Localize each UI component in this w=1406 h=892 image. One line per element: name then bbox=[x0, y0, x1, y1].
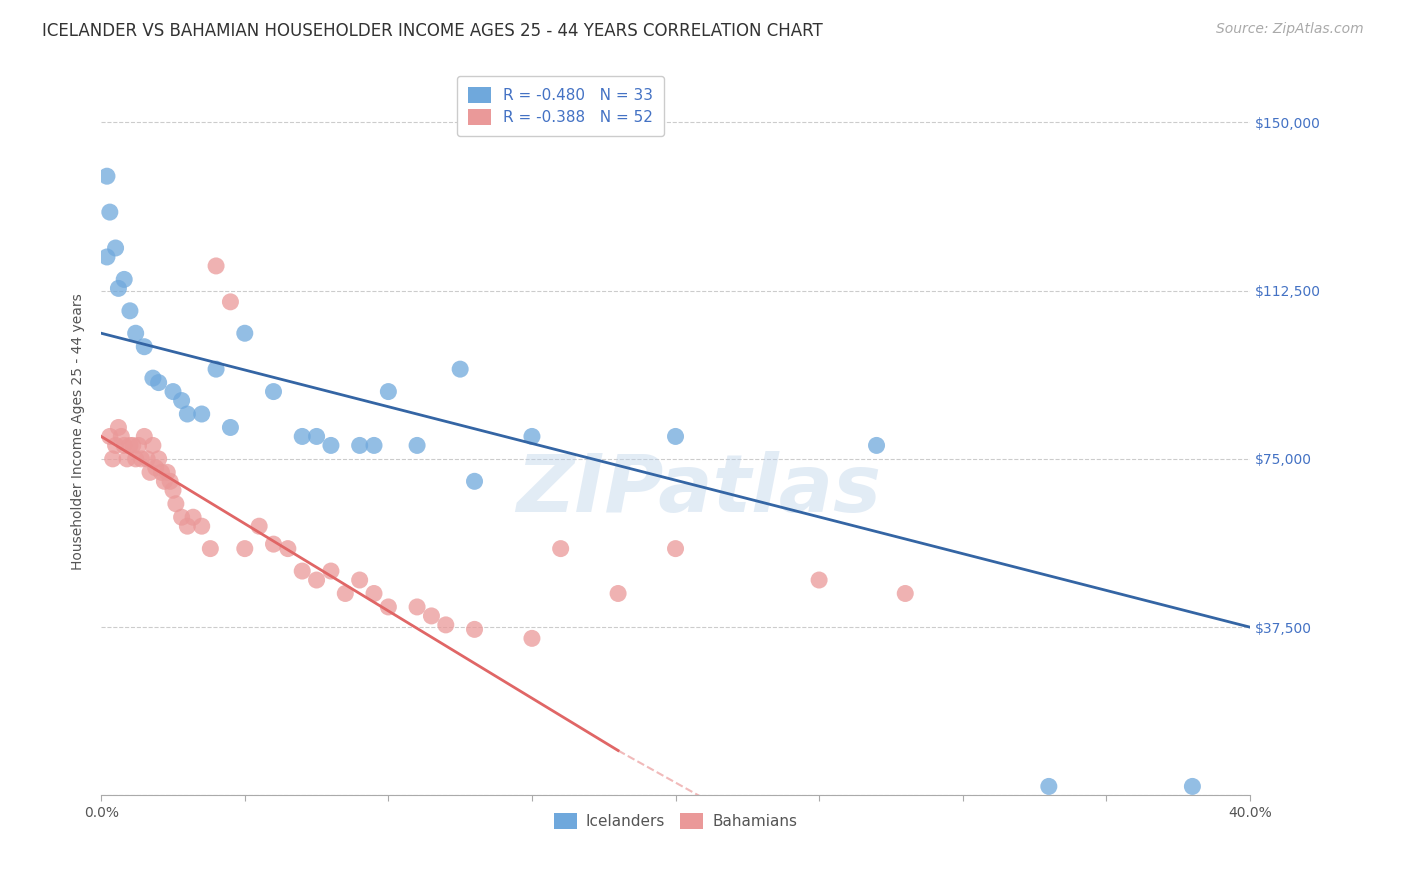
Point bbox=[124, 451, 146, 466]
Point bbox=[420, 608, 443, 623]
Point bbox=[128, 438, 150, 452]
Point bbox=[205, 259, 228, 273]
Point bbox=[463, 475, 485, 489]
Point bbox=[139, 466, 162, 480]
Point bbox=[305, 429, 328, 443]
Point bbox=[233, 326, 256, 341]
Point bbox=[107, 281, 129, 295]
Point bbox=[664, 541, 686, 556]
Point bbox=[124, 326, 146, 341]
Point bbox=[377, 384, 399, 399]
Point bbox=[664, 429, 686, 443]
Point bbox=[112, 272, 135, 286]
Point bbox=[363, 438, 385, 452]
Point bbox=[150, 466, 173, 480]
Point bbox=[118, 303, 141, 318]
Legend: Icelanders, Bahamians: Icelanders, Bahamians bbox=[547, 806, 804, 835]
Point bbox=[148, 376, 170, 390]
Point bbox=[219, 294, 242, 309]
Point bbox=[349, 438, 371, 452]
Point bbox=[520, 632, 543, 646]
Point bbox=[159, 475, 181, 489]
Point bbox=[319, 438, 342, 452]
Point bbox=[463, 623, 485, 637]
Point bbox=[247, 519, 270, 533]
Point bbox=[115, 451, 138, 466]
Point bbox=[319, 564, 342, 578]
Point bbox=[98, 429, 121, 443]
Point bbox=[406, 438, 429, 452]
Text: Source: ZipAtlas.com: Source: ZipAtlas.com bbox=[1216, 22, 1364, 37]
Point bbox=[112, 438, 135, 452]
Point bbox=[136, 451, 159, 466]
Point bbox=[134, 340, 156, 354]
Point bbox=[162, 483, 184, 498]
Point bbox=[434, 618, 457, 632]
Point bbox=[145, 460, 167, 475]
Point bbox=[142, 371, 165, 385]
Point bbox=[190, 407, 212, 421]
Point bbox=[110, 429, 132, 443]
Point bbox=[142, 438, 165, 452]
Point bbox=[181, 510, 204, 524]
Point bbox=[263, 384, 285, 399]
Point bbox=[121, 438, 143, 452]
Point bbox=[156, 466, 179, 480]
Point bbox=[165, 497, 187, 511]
Point bbox=[162, 384, 184, 399]
Point bbox=[134, 429, 156, 443]
Point bbox=[349, 573, 371, 587]
Point bbox=[118, 438, 141, 452]
Point bbox=[104, 438, 127, 452]
Point bbox=[176, 407, 198, 421]
Point bbox=[176, 519, 198, 533]
Point bbox=[153, 475, 176, 489]
Point bbox=[170, 510, 193, 524]
Point bbox=[363, 586, 385, 600]
Point bbox=[200, 541, 222, 556]
Point bbox=[1038, 780, 1060, 794]
Text: ICELANDER VS BAHAMIAN HOUSEHOLDER INCOME AGES 25 - 44 YEARS CORRELATION CHART: ICELANDER VS BAHAMIAN HOUSEHOLDER INCOME… bbox=[42, 22, 823, 40]
Point bbox=[894, 586, 917, 600]
Point bbox=[808, 573, 831, 587]
Point bbox=[520, 429, 543, 443]
Point bbox=[1181, 780, 1204, 794]
Point bbox=[406, 599, 429, 614]
Point bbox=[449, 362, 471, 376]
Y-axis label: Householder Income Ages 25 - 44 years: Householder Income Ages 25 - 44 years bbox=[72, 293, 86, 570]
Point bbox=[148, 451, 170, 466]
Point bbox=[291, 429, 314, 443]
Point bbox=[101, 451, 124, 466]
Point bbox=[219, 420, 242, 434]
Point bbox=[607, 586, 630, 600]
Point bbox=[96, 169, 118, 184]
Point bbox=[263, 537, 285, 551]
Text: ZIPatlas: ZIPatlas bbox=[516, 451, 882, 529]
Point bbox=[96, 250, 118, 264]
Point bbox=[131, 451, 153, 466]
Point bbox=[550, 541, 572, 556]
Point bbox=[335, 586, 357, 600]
Point bbox=[107, 420, 129, 434]
Point bbox=[190, 519, 212, 533]
Point bbox=[291, 564, 314, 578]
Point bbox=[233, 541, 256, 556]
Point bbox=[277, 541, 299, 556]
Point bbox=[305, 573, 328, 587]
Point bbox=[205, 362, 228, 376]
Point bbox=[104, 241, 127, 255]
Point bbox=[170, 393, 193, 408]
Point bbox=[377, 599, 399, 614]
Point bbox=[98, 205, 121, 219]
Point bbox=[865, 438, 887, 452]
